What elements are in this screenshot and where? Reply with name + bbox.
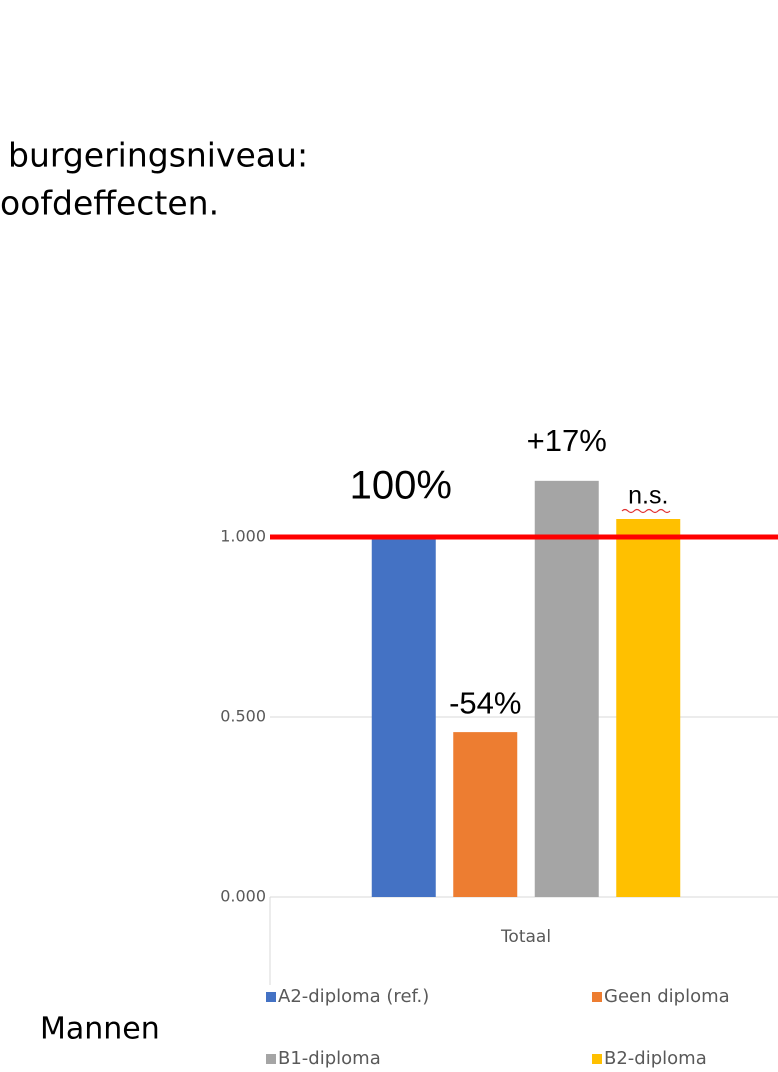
y-tick-label: 0.500 <box>220 707 266 726</box>
bar <box>371 537 436 897</box>
side-label: Mannen <box>40 1012 160 1047</box>
title-line: burgeringsniveau: <box>8 136 308 175</box>
legend-label: Geen diploma <box>604 986 730 1007</box>
legend-label: B1-diploma <box>278 1048 381 1069</box>
title-line: oofdeffecten. <box>0 184 219 223</box>
y-tick-label: 0.000 <box>220 887 266 906</box>
legend-swatch <box>592 992 602 1002</box>
legend-label: A2-diploma (ref.) <box>278 986 429 1007</box>
y-tick-label: 1.000 <box>220 527 266 546</box>
bar <box>453 732 518 897</box>
bar <box>534 480 599 897</box>
legend-swatch <box>266 992 276 1002</box>
annotation: 100% <box>350 464 452 508</box>
legend-label: B2-diploma <box>604 1048 707 1069</box>
annotation: +17% <box>527 423 607 458</box>
annotation: -54% <box>449 685 521 720</box>
annotation: n.s. <box>628 482 668 510</box>
legend-swatch <box>266 1054 276 1064</box>
spell-underline <box>621 508 671 514</box>
x-tick-label: Totaal <box>500 927 551 947</box>
bar <box>616 519 681 897</box>
legend-swatch <box>592 1054 602 1064</box>
